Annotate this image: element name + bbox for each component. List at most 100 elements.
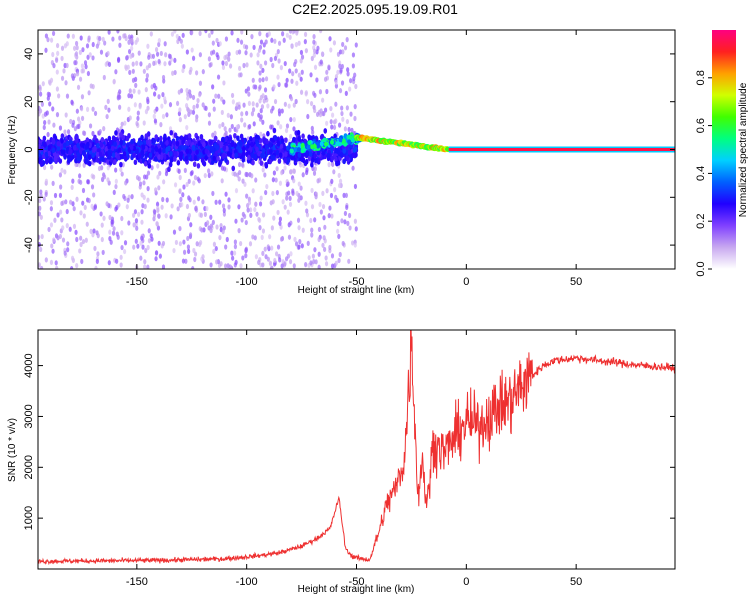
noise-mark: [189, 222, 193, 228]
noise-mark: [239, 72, 243, 78]
noise-mark: [340, 218, 344, 224]
noise-mark: [127, 39, 131, 45]
noise-mark: [313, 247, 317, 253]
noise-mark: [345, 37, 349, 43]
noise-mark: [218, 234, 222, 241]
noise-mark: [247, 124, 252, 130]
noise-mark: [127, 48, 132, 55]
noise-mark: [217, 93, 221, 99]
band-mark: [238, 139, 242, 146]
band-mark: [62, 149, 66, 155]
noise-mark: [292, 263, 296, 269]
noise-mark: [66, 33, 70, 39]
band-mark: [300, 153, 304, 160]
noise-mark: [173, 57, 177, 63]
noise-mark: [133, 102, 137, 108]
noise-mark: [338, 178, 343, 184]
transition-mark: [307, 140, 312, 146]
noise-mark: [134, 218, 139, 224]
noise-mark: [283, 204, 287, 210]
noise-mark: [230, 92, 235, 99]
noise-mark: [271, 177, 275, 183]
noise-mark: [325, 188, 329, 194]
noise-mark: [39, 192, 43, 198]
noise-mark: [273, 55, 278, 62]
noise-mark: [39, 91, 43, 97]
noise-mark: [134, 82, 138, 88]
noise-mark: [173, 182, 178, 188]
band-mark: [275, 149, 280, 156]
noise-mark: [203, 172, 207, 179]
spectrogram-y-tick-label: 0: [23, 146, 35, 152]
transition-mark: [338, 137, 343, 143]
noise-mark: [120, 230, 124, 236]
noise-mark: [332, 169, 336, 175]
noise-mark: [208, 62, 212, 68]
noise-mark: [256, 60, 260, 66]
noise-mark: [91, 232, 95, 238]
noise-mark: [341, 41, 345, 48]
band-mark: [269, 149, 273, 155]
noise-mark: [60, 167, 64, 174]
noise-mark: [51, 180, 55, 186]
band-mark: [125, 135, 130, 142]
noise-mark: [346, 220, 350, 226]
band-mark: [241, 151, 246, 157]
noise-mark: [146, 43, 150, 49]
noise-mark: [257, 216, 261, 222]
band-mark: [176, 160, 181, 166]
noise-mark: [212, 49, 216, 55]
noise-mark: [122, 193, 126, 200]
noise-mark: [46, 91, 50, 97]
noise-mark: [123, 240, 128, 246]
noise-mark: [139, 240, 143, 246]
noise-mark: [239, 263, 243, 269]
noise-mark: [234, 218, 238, 224]
noise-mark: [156, 174, 160, 180]
noise-mark: [131, 68, 135, 74]
band-mark: [276, 141, 281, 147]
noise-mark: [100, 236, 104, 243]
noise-mark: [71, 201, 75, 207]
snr-x-tick-label: 50: [570, 576, 582, 588]
band-mark: [132, 152, 136, 158]
noise-mark: [71, 122, 75, 128]
band-mark: [167, 166, 171, 173]
noise-mark: [91, 41, 95, 48]
noise-mark: [135, 60, 139, 66]
noise-mark: [294, 42, 298, 48]
noise-mark: [50, 164, 54, 170]
noise-mark: [52, 63, 56, 69]
noise-mark: [271, 62, 275, 69]
noise-mark: [114, 183, 118, 190]
band-mark: [178, 145, 182, 152]
noise-mark: [228, 63, 233, 69]
noise-mark: [324, 255, 328, 261]
noise-mark: [157, 37, 161, 44]
noise-mark: [288, 68, 292, 74]
noise-mark: [129, 53, 133, 59]
noise-mark: [229, 265, 233, 269]
noise-mark: [278, 257, 282, 263]
noise-mark: [199, 212, 203, 218]
noise-mark: [334, 118, 338, 124]
noise-mark: [46, 95, 50, 101]
noise-mark: [120, 121, 124, 127]
noise-mark: [328, 36, 332, 42]
band-mark: [198, 152, 203, 159]
noise-mark: [92, 192, 96, 198]
noise-mark: [51, 248, 55, 254]
noise-mark: [191, 266, 195, 269]
noise-mark: [56, 212, 60, 218]
band-mark: [241, 156, 246, 163]
snr-series-line: [38, 330, 675, 566]
noise-mark: [309, 100, 314, 107]
noise-mark: [252, 44, 256, 51]
noise-mark: [130, 37, 134, 44]
transition-mark: [312, 144, 317, 150]
noise-mark: [292, 168, 296, 174]
noise-mark: [80, 94, 85, 100]
noise-mark: [329, 105, 333, 112]
noise-mark: [261, 67, 265, 73]
noise-mark: [161, 264, 166, 269]
